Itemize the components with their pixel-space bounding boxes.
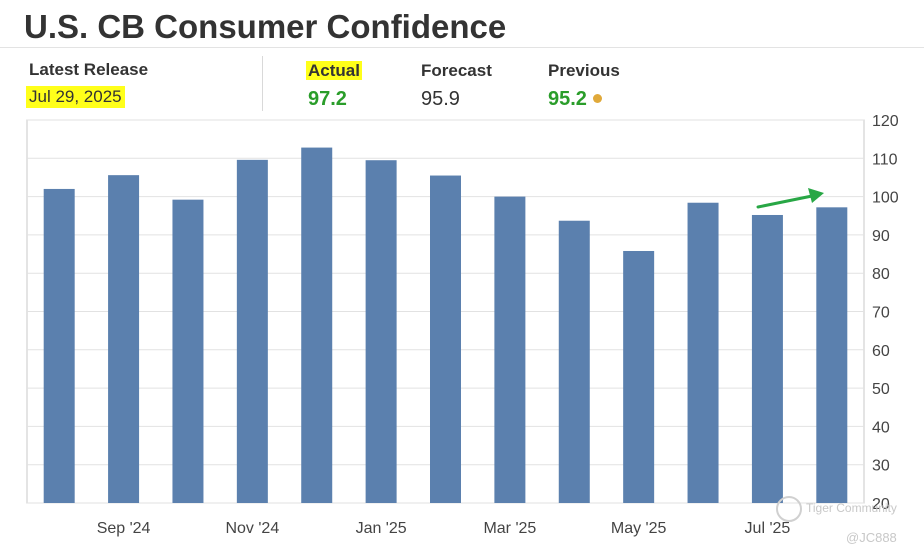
x-tick-label: Jan '25 (356, 520, 407, 537)
arrow-annotation (756, 194, 814, 209)
latest-release-label: Latest Release (29, 60, 149, 79)
y-tick-label: 90 (872, 228, 890, 245)
y-tick-label: 60 (872, 343, 890, 360)
x-tick-label: May '25 (611, 520, 667, 537)
release-date: Jul 29, 2025 (26, 86, 125, 108)
x-tick-label: Sep '24 (97, 520, 151, 537)
bar (494, 196, 526, 503)
bar (172, 199, 204, 503)
arrow-head (808, 188, 824, 203)
watermark-text: Tiger Community (806, 501, 897, 516)
actual-label-text: Actual (306, 61, 362, 80)
y-tick-label: 40 (872, 419, 890, 436)
tiger-logo-icon (776, 496, 802, 522)
watermark: Tiger Community (776, 496, 897, 522)
y-tick-label: 100 (872, 190, 899, 207)
y-tick-label: 110 (872, 151, 898, 168)
bar (623, 250, 655, 503)
forecast-value: 95.9 (421, 88, 460, 110)
y-tick-label: 120 (872, 113, 899, 130)
bar (365, 160, 397, 503)
bar (43, 188, 75, 503)
y-tick-label: 50 (872, 381, 890, 398)
revision-dot-icon (592, 94, 602, 104)
bar (816, 207, 848, 503)
previous-value-text: 95.2 (548, 88, 587, 110)
y-tick-label: 30 (872, 458, 890, 475)
bar (301, 147, 333, 504)
x-tick-label: Mar '25 (483, 520, 536, 537)
previous-value: 95.2 (548, 88, 602, 111)
x-tick-label: Jul '25 (745, 520, 791, 537)
bar (687, 202, 719, 503)
actual-value: 97.2 (308, 88, 347, 110)
bar (558, 220, 590, 503)
bar (430, 175, 461, 503)
watermark-user: @JC888 (846, 530, 897, 545)
bar (108, 175, 140, 504)
y-tick-label: 80 (872, 266, 890, 283)
title-divider (0, 47, 924, 48)
page-title: U.S. CB Consumer Confidence (24, 8, 507, 45)
y-tick-label: 70 (872, 305, 890, 322)
previous-label: Previous (548, 61, 620, 80)
stats-divider (262, 56, 263, 111)
actual-label: Actual (306, 61, 362, 81)
forecast-label: Forecast (421, 61, 492, 80)
bar (236, 159, 268, 503)
bar (751, 214, 783, 503)
x-tick-label: Nov '24 (225, 520, 279, 537)
y-tick-label: 20 (872, 496, 890, 513)
